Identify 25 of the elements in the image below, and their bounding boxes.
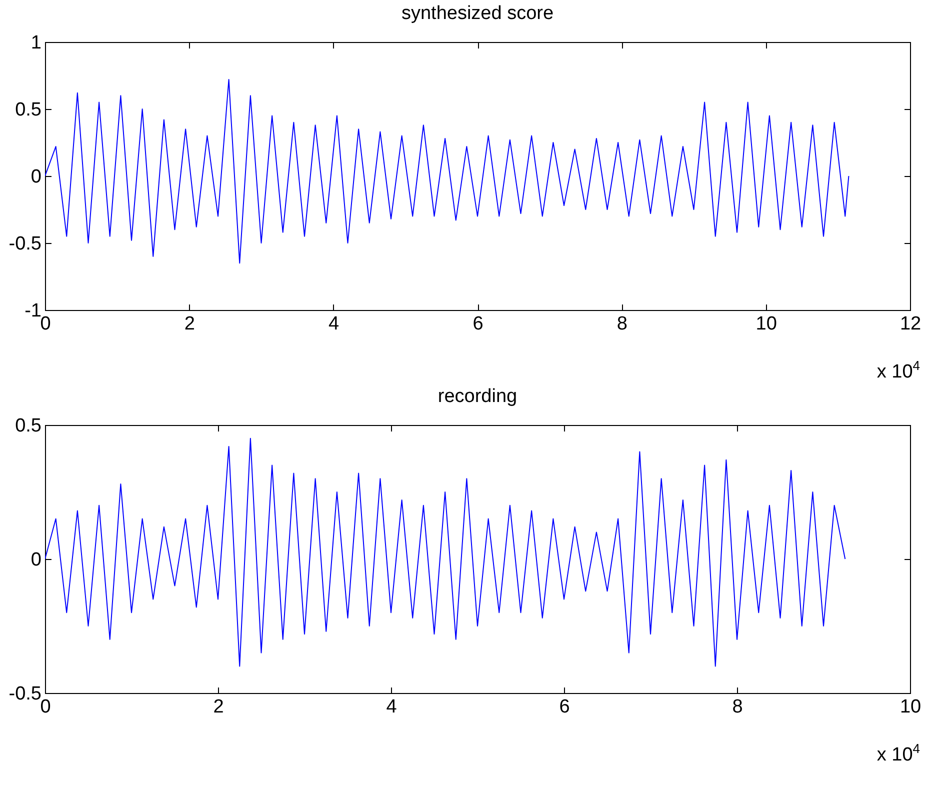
y-tick-label: -0.5 (8, 684, 42, 704)
x-tick-label: 6 (472, 314, 484, 334)
y-tick-label: 0 (30, 166, 42, 188)
y-tick-label: -1 (24, 300, 42, 322)
text: x 10$^{4}$ (876, 357, 920, 383)
x-tick-label: 4 (386, 696, 398, 718)
x-tick-label: 6 (559, 696, 570, 718)
x-tick-label: 8 (732, 696, 743, 718)
x-tick-label: 12 (900, 314, 922, 334)
line-series (45, 79, 850, 264)
text: x 10$^{4}$ (876, 740, 920, 766)
x-tick-label: 2 (213, 696, 224, 718)
x-tick-label: 10 (900, 696, 922, 718)
chart-title: recording (438, 386, 518, 407)
y-tick-label: -0.5 (8, 234, 42, 254)
y-tick-label: 0 (30, 550, 42, 570)
chart-title: synthesized score (401, 3, 554, 24)
x-tick-label: 4 (328, 314, 340, 334)
y-tick-label: 0.5 (15, 416, 42, 436)
x-tick-label: 2 (184, 314, 195, 334)
x-tick-label: 8 (616, 314, 628, 334)
line-series (45, 438, 846, 667)
x-tick-label: 10 (756, 314, 777, 334)
y-tick-label: 0.5 (15, 100, 42, 120)
y-tick-label: 1 (30, 32, 42, 54)
